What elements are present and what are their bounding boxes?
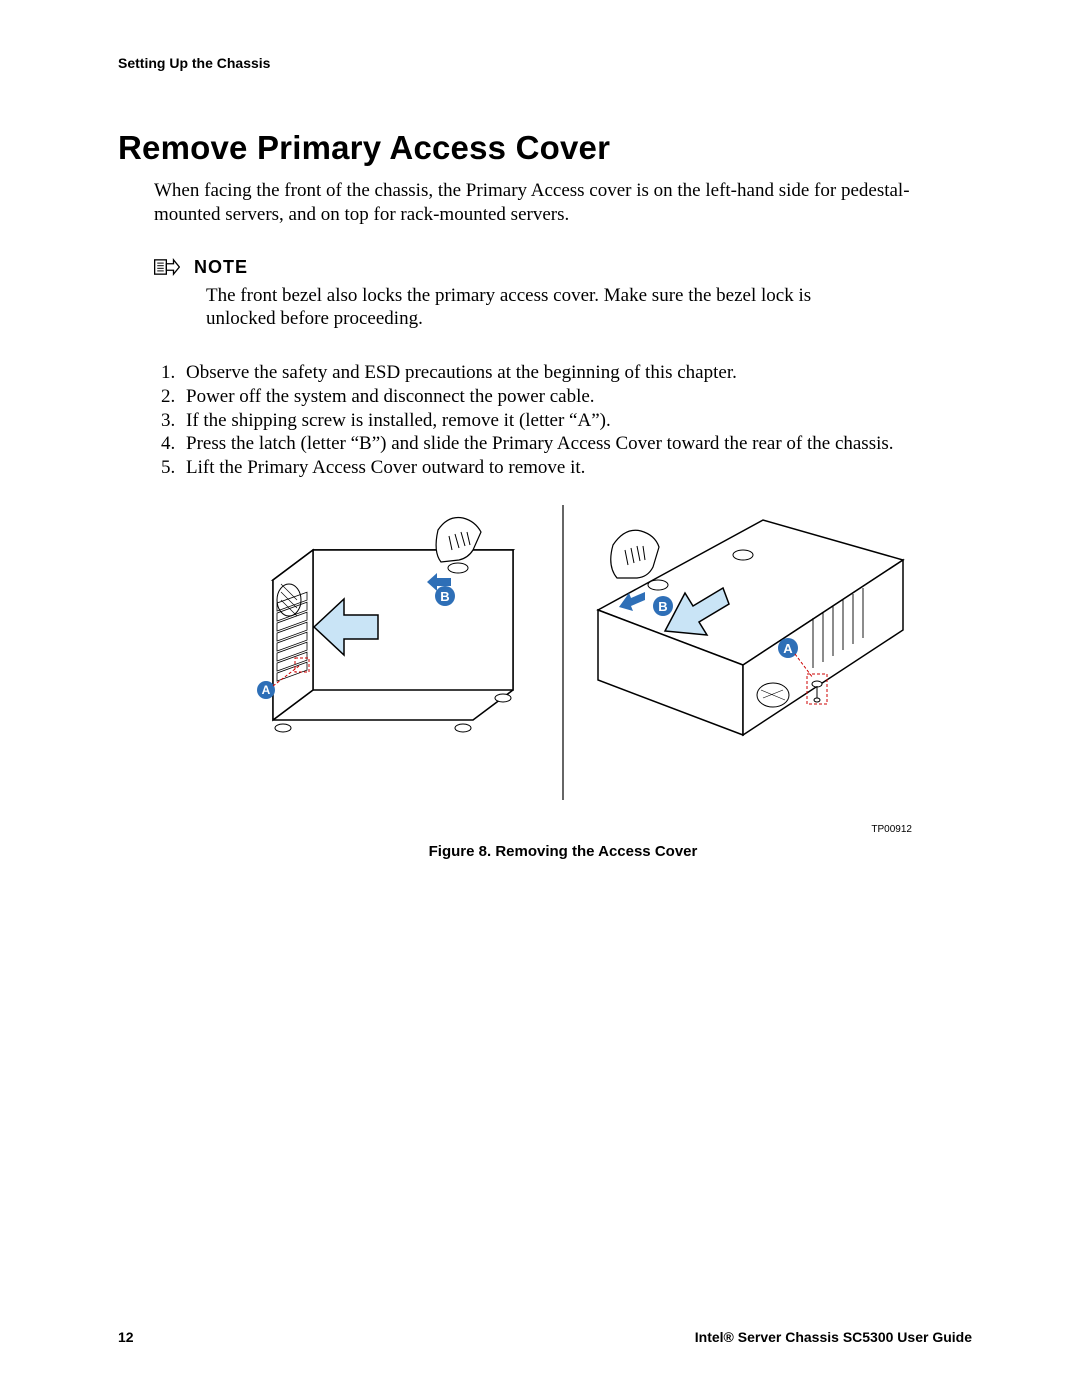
callout-b-right-label: B [658, 599, 667, 614]
list-item: Lift the Primary Access Cover outward to… [180, 456, 972, 480]
list-item: Observe the safety and ESD precautions a… [180, 361, 972, 385]
page-footer: 12 Intel® Server Chassis SC5300 User Gui… [118, 1329, 972, 1345]
guide-title: Intel® Server Chassis SC5300 User Guide [695, 1329, 972, 1345]
page-number: 12 [118, 1329, 134, 1345]
document-page: Setting Up the Chassis Remove Primary Ac… [0, 0, 1080, 1397]
note-heading: NOTE [154, 257, 972, 278]
intro-paragraph: When facing the front of the chassis, th… [154, 179, 972, 227]
right-rack-illustration: B A [598, 520, 903, 735]
note-block: NOTE The front bezel also locks the prim… [154, 257, 972, 332]
callout-a-right-label: A [783, 641, 793, 656]
callout-a-left-label: A [262, 683, 271, 697]
note-label: NOTE [194, 257, 248, 278]
callout-b-label: B [440, 589, 449, 604]
page-title: Remove Primary Access Cover [118, 129, 972, 167]
note-body: The front bezel also locks the primary a… [206, 284, 826, 332]
steps-list: Observe the safety and ESD precautions a… [154, 361, 972, 480]
figure: B A [154, 500, 972, 860]
note-arrow-icon [154, 257, 180, 277]
list-item: Press the latch (letter “B”) and slide t… [180, 432, 972, 456]
figure-caption: Figure 8. Removing the Access Cover [154, 843, 972, 860]
list-item: If the shipping screw is installed, remo… [180, 409, 972, 433]
running-head: Setting Up the Chassis [118, 55, 972, 71]
figure-code: TP00912 [154, 824, 912, 835]
list-item: Power off the system and disconnect the … [180, 385, 972, 409]
chassis-diagram: B A [203, 500, 923, 820]
left-tower-illustration: B A [257, 517, 513, 732]
